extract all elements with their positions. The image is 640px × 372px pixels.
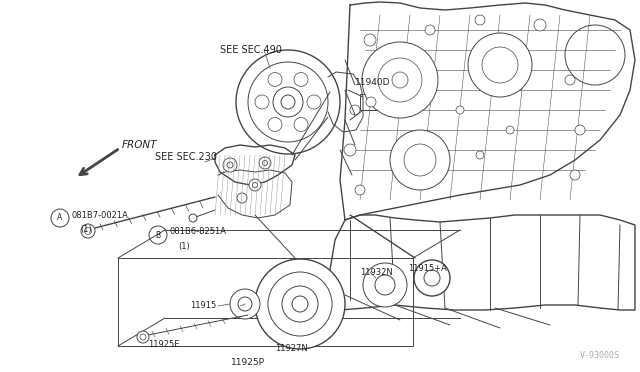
Circle shape — [227, 162, 233, 168]
Circle shape — [137, 331, 149, 343]
Text: 11940D: 11940D — [355, 78, 390, 87]
Text: 11932N: 11932N — [360, 268, 393, 277]
Text: (1): (1) — [80, 225, 92, 234]
Circle shape — [268, 272, 332, 336]
Circle shape — [468, 33, 532, 97]
Circle shape — [344, 144, 356, 156]
Circle shape — [575, 125, 585, 135]
Circle shape — [363, 263, 407, 307]
Text: SEE SEC.230: SEE SEC.230 — [155, 152, 217, 162]
Circle shape — [506, 126, 514, 134]
Circle shape — [84, 228, 92, 234]
Circle shape — [364, 34, 376, 46]
Circle shape — [404, 144, 436, 176]
Text: V-93000S: V-93000S — [580, 351, 620, 360]
Circle shape — [565, 25, 625, 85]
Circle shape — [262, 160, 268, 166]
Circle shape — [294, 118, 308, 132]
Circle shape — [255, 95, 269, 109]
Circle shape — [236, 50, 340, 154]
Circle shape — [476, 151, 484, 159]
Circle shape — [307, 95, 321, 109]
Circle shape — [475, 15, 485, 25]
Circle shape — [362, 42, 438, 118]
Circle shape — [237, 193, 247, 203]
Circle shape — [230, 289, 260, 319]
Text: 11925P: 11925P — [231, 358, 265, 367]
Circle shape — [189, 214, 197, 222]
Text: B: B — [156, 231, 161, 240]
Circle shape — [366, 97, 376, 107]
Circle shape — [281, 95, 295, 109]
Circle shape — [390, 130, 450, 190]
Circle shape — [350, 105, 360, 115]
Circle shape — [248, 62, 328, 142]
Text: 11915: 11915 — [189, 301, 216, 311]
Circle shape — [140, 334, 146, 340]
Text: A: A — [58, 214, 63, 222]
Text: FRONT: FRONT — [122, 140, 157, 150]
Circle shape — [51, 209, 69, 227]
Bar — [360, 94, 382, 110]
Circle shape — [570, 170, 580, 180]
Text: 11927N: 11927N — [275, 344, 308, 353]
Circle shape — [414, 260, 450, 296]
Circle shape — [81, 224, 95, 238]
Bar — [118, 258, 413, 346]
Circle shape — [378, 58, 422, 102]
Circle shape — [238, 297, 252, 311]
Circle shape — [424, 270, 440, 286]
Circle shape — [482, 47, 518, 83]
Circle shape — [355, 185, 365, 195]
Circle shape — [268, 118, 282, 132]
Circle shape — [534, 19, 546, 31]
Circle shape — [392, 72, 408, 88]
Circle shape — [375, 275, 395, 295]
Circle shape — [268, 73, 282, 86]
Text: 081B7-0021A: 081B7-0021A — [72, 211, 129, 219]
Text: 081B6-8251A: 081B6-8251A — [170, 228, 227, 237]
Circle shape — [149, 226, 167, 244]
Text: 11915+A: 11915+A — [408, 264, 447, 273]
Circle shape — [565, 75, 575, 85]
Circle shape — [292, 296, 308, 312]
Circle shape — [294, 73, 308, 86]
Circle shape — [282, 286, 318, 322]
Circle shape — [253, 183, 257, 187]
Text: 11925E: 11925E — [148, 340, 179, 349]
Circle shape — [255, 259, 345, 349]
Circle shape — [223, 158, 237, 172]
Circle shape — [249, 179, 261, 191]
Circle shape — [259, 157, 271, 169]
Text: SEE SEC.490: SEE SEC.490 — [220, 45, 282, 55]
Circle shape — [456, 106, 464, 114]
Circle shape — [273, 87, 303, 117]
Circle shape — [425, 25, 435, 35]
Text: (1): (1) — [178, 242, 189, 251]
